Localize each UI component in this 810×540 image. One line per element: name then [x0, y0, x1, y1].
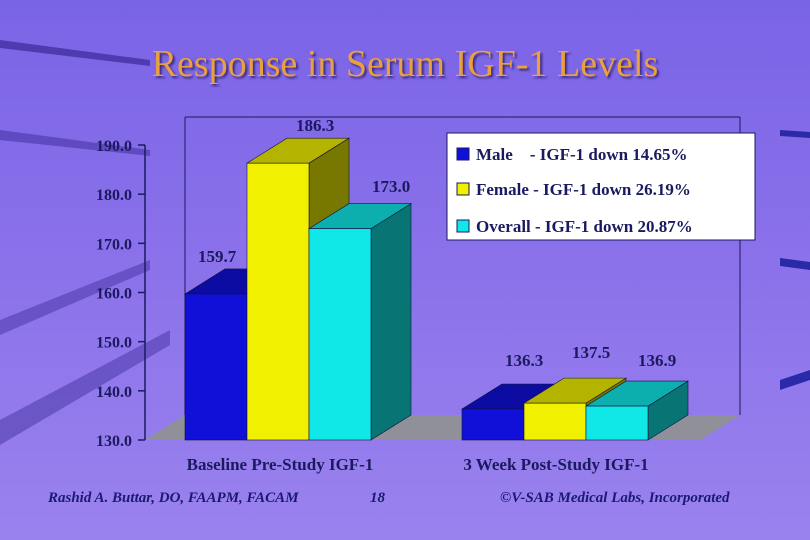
legend-swatch-male [456, 147, 470, 161]
footer-author: Rashid A. Buttar, DO, FAAPM, FACAM [48, 490, 299, 506]
y-tick-label: 150.0 [96, 335, 132, 352]
footer-page-number: 18 [370, 490, 385, 506]
data-label: 186.3 [296, 116, 334, 135]
footer-copyright: ©V-SAB Medical Labs, Incorporated [500, 490, 730, 506]
category-labels-group: Baseline Pre-Study IGF-1 3 Week Post-Stud… [187, 455, 649, 474]
data-label: 136.9 [638, 351, 676, 370]
bar-overall-baseline [307, 203, 413, 441]
slide-title: Response in Serum IGF-1 Levels [151, 43, 659, 85]
y-tick-label: 170.0 [96, 236, 132, 253]
legend-swatch-female [456, 182, 470, 196]
bar-overall-post [584, 380, 690, 441]
y-tick-label: 130.0 [96, 433, 132, 450]
data-label: 137.5 [572, 343, 610, 362]
y-tick-label: 180.0 [96, 187, 132, 204]
y-tick-label: 160.0 [96, 286, 132, 303]
category-label: Baseline Pre-Study IGF-1 [187, 455, 374, 474]
data-label: 136.3 [505, 351, 543, 370]
legend-entry-male: Male - IGF-1 down 14.65% [476, 145, 688, 164]
y-tick-label: 140.0 [96, 384, 132, 401]
legend-entry-female: Female - IGF-1 down 26.19% [476, 180, 691, 199]
data-label: 159.7 [198, 247, 237, 266]
legend-swatch-overall [456, 219, 470, 233]
bars-group [183, 137, 690, 441]
legend-entry-overall: Overall - IGF-1 down 20.87% [476, 217, 693, 236]
legend: Male - IGF-1 down 14.65% Female - IGF-1 … [446, 132, 756, 241]
data-labels-group: 159.7 186.3 173.0 136.3 137.5 136.9 [198, 116, 676, 370]
legend-box [446, 132, 756, 241]
y-tick-label: 190.0 [96, 138, 132, 155]
category-label: 3 Week Post-Study IGF-1 [463, 455, 648, 474]
data-label: 173.0 [372, 177, 410, 196]
y-tick-group: 130.0 140.0 150.0 160.0 170.0 180.0 190.0 [96, 138, 145, 450]
